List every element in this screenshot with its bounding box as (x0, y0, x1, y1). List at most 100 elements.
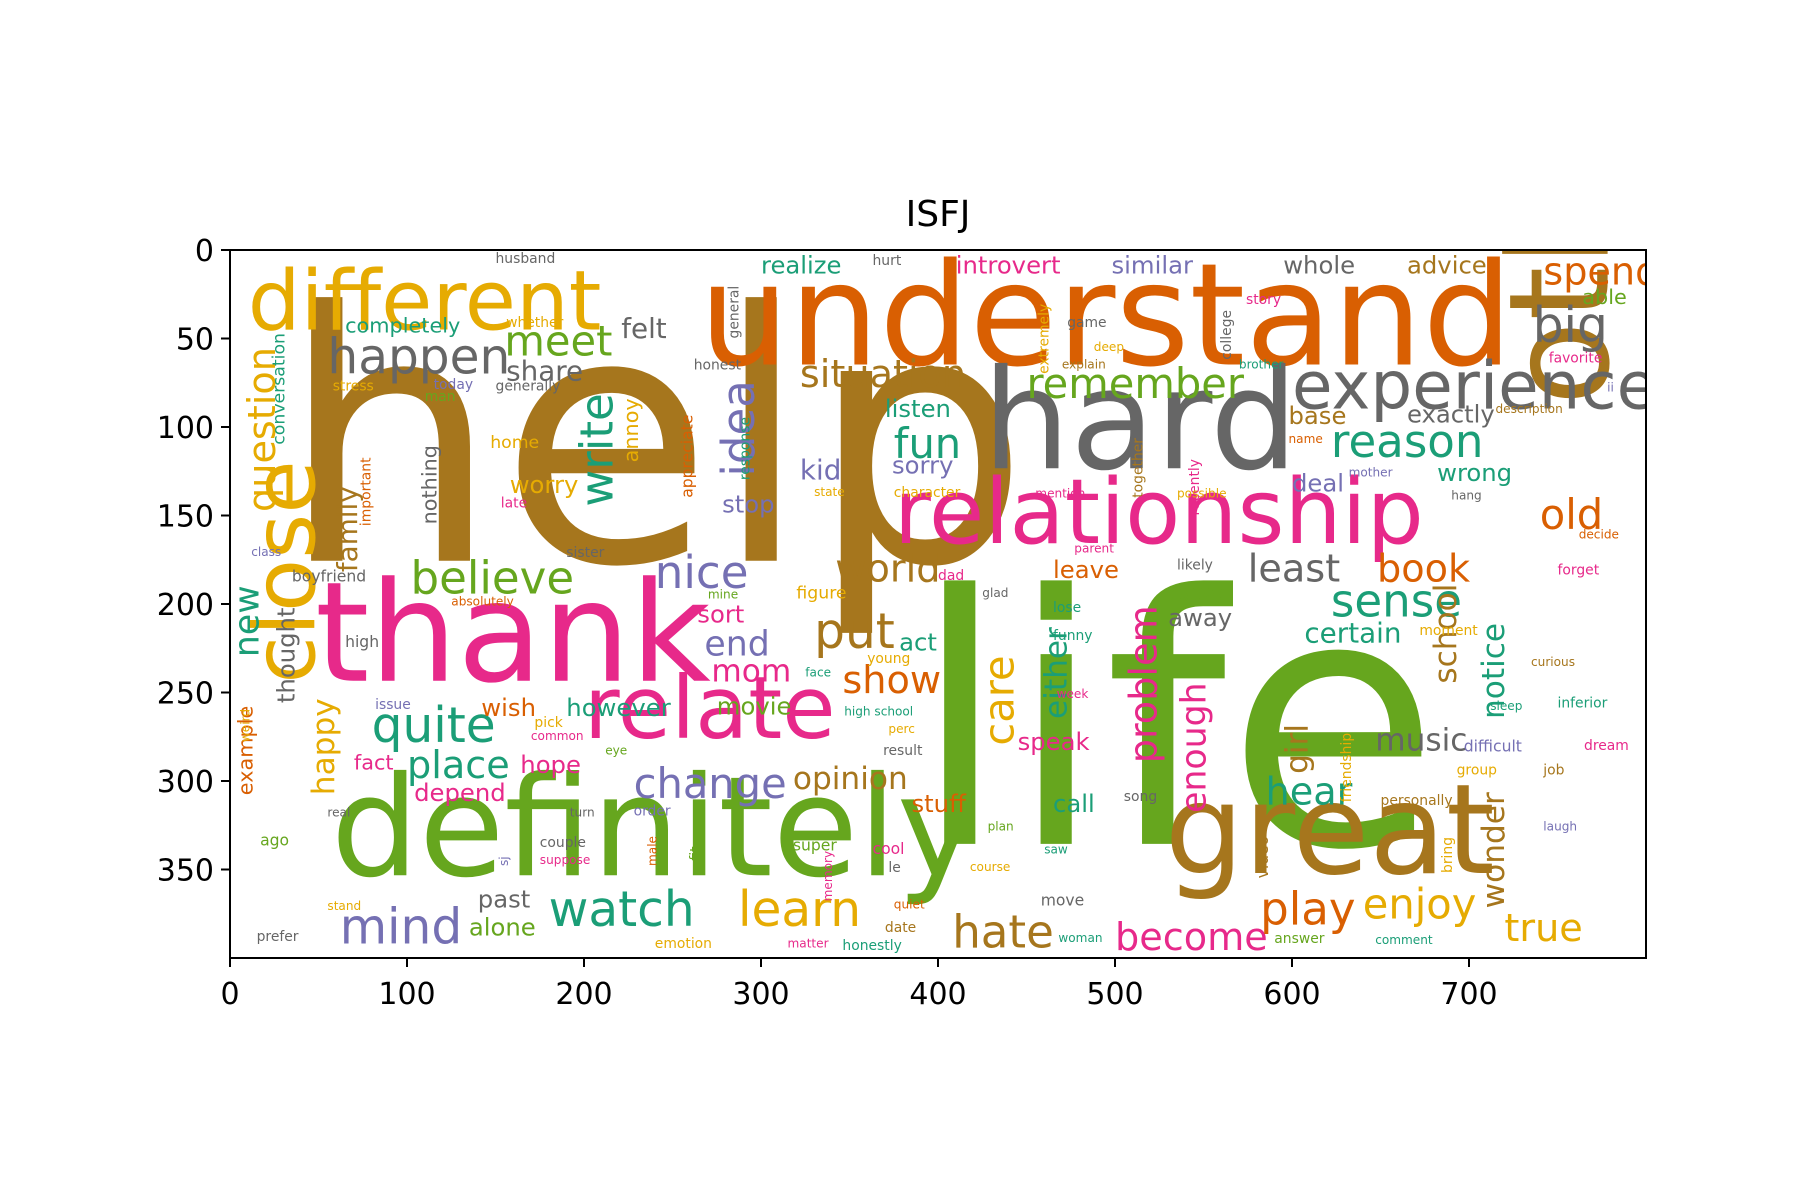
word-husband: husband (496, 251, 556, 267)
y-tick-label: 200 (157, 588, 214, 623)
word-depend: depend (414, 778, 506, 807)
word-wrong: wrong (1437, 458, 1512, 487)
word-school: school (1428, 584, 1464, 684)
word-enjoy: enjoy (1363, 879, 1477, 928)
word-change: change (634, 759, 787, 808)
word-saw: saw (1044, 842, 1068, 856)
word-completely: completely (345, 314, 460, 338)
word-girl: girl (1279, 724, 1315, 774)
word-least: least (1248, 548, 1340, 592)
word-show: show (842, 659, 941, 703)
word-annoy: annoy (619, 398, 643, 462)
word-whether: whether (506, 315, 564, 331)
word-face: face (805, 665, 831, 679)
word-help: help (280, 239, 1030, 643)
word-appreciate: appreciate (679, 415, 697, 498)
word-hate: hate (952, 905, 1054, 958)
word-couple: couple (540, 835, 586, 851)
word-common: common (531, 729, 584, 743)
word-music: music (1375, 722, 1467, 758)
word-hear: hear (1266, 771, 1353, 815)
word-date: date (885, 920, 916, 936)
word-problem: problem (1122, 605, 1166, 763)
word-parent: parent (1074, 542, 1114, 556)
word-fact: fact (354, 751, 394, 775)
word-fit: fit (688, 846, 704, 861)
word-sorry: sorry (892, 451, 953, 480)
word-hope: hope (520, 750, 581, 779)
word-mom: mom (711, 653, 791, 689)
word-issue: issue (375, 697, 411, 713)
word-woman: woman (1058, 931, 1102, 945)
word-happy: happy (306, 698, 342, 795)
word-boyfriend: boyfriend (292, 568, 366, 586)
word-learn: learn (738, 882, 861, 938)
x-tick-label: 700 (1440, 977, 1497, 1012)
word-watch: watch (549, 882, 695, 938)
word-felt: felt (621, 312, 667, 345)
word-alone: alone (469, 913, 536, 942)
word-turn: turn (570, 805, 595, 819)
word-share: share (506, 354, 583, 387)
word-advice: advice (1407, 251, 1487, 280)
word-class: class (251, 545, 281, 559)
word-ago: ago (260, 831, 289, 849)
word-response: response (737, 417, 753, 480)
word-super: super (793, 837, 837, 855)
word-late: late (501, 495, 527, 511)
word-important: important (359, 457, 375, 526)
word-real: real (327, 805, 350, 819)
word-wish: wish (481, 693, 536, 722)
word-act: act (899, 628, 937, 657)
word-general: general (727, 286, 743, 339)
word-funny: funny (1053, 628, 1093, 644)
word-laugh: laugh (1543, 819, 1577, 833)
word-quite: quite (372, 698, 496, 754)
word-book: book (1377, 548, 1470, 592)
y-tick-label: 100 (157, 411, 214, 446)
y-tick-label: 300 (157, 765, 214, 800)
y-tick-label: 50 (176, 323, 214, 358)
word-honest: honest (694, 357, 742, 373)
word-possible: possible (1177, 487, 1227, 501)
word-order: order (634, 803, 671, 819)
chart-title: ISFJ (906, 194, 971, 235)
word-hang: hang (1451, 488, 1481, 502)
word-believe: believe (411, 551, 575, 604)
word-stand: stand (327, 899, 361, 913)
word-call: call (1053, 789, 1095, 818)
word-song: song (1124, 789, 1157, 805)
word-meet: meet (504, 317, 612, 366)
word-exactly: exactly (1407, 399, 1495, 428)
word-notice: notice (1476, 623, 1512, 719)
word-inferior: inferior (1558, 695, 1608, 711)
word-new: new (227, 585, 267, 657)
word-cool: cool (873, 840, 905, 858)
word-write: write (570, 393, 623, 506)
word-reason: reason (1331, 415, 1484, 468)
x-tick-label: 0 (220, 977, 239, 1012)
word-wonder: wonder (1476, 792, 1512, 908)
word-matter: matter (788, 936, 829, 950)
word-definitely: definitely (331, 746, 979, 908)
word-example: example (233, 706, 257, 796)
word-home: home (490, 433, 539, 453)
word-hard: hard (982, 339, 1298, 501)
plot-background (230, 250, 1646, 958)
word-name: name (1289, 432, 1323, 446)
word-mind: mind (340, 900, 462, 956)
word-sort: sort (697, 599, 744, 628)
word-stop: stop (722, 490, 774, 519)
word-pick: pick (534, 715, 562, 731)
word-listen: listen (885, 394, 951, 423)
word-thought: thought (271, 608, 300, 704)
word-situation: situation (800, 353, 966, 397)
word-put: put (814, 604, 895, 660)
word-friendship: friendship (1339, 733, 1355, 803)
word-nothing: nothing (417, 445, 441, 524)
word-absolutely: absolutely (451, 595, 514, 609)
word-great: great (1165, 758, 1495, 903)
word-game: game (1067, 315, 1106, 331)
word-away: away (1168, 603, 1232, 632)
word-speak: speak (1018, 727, 1090, 756)
